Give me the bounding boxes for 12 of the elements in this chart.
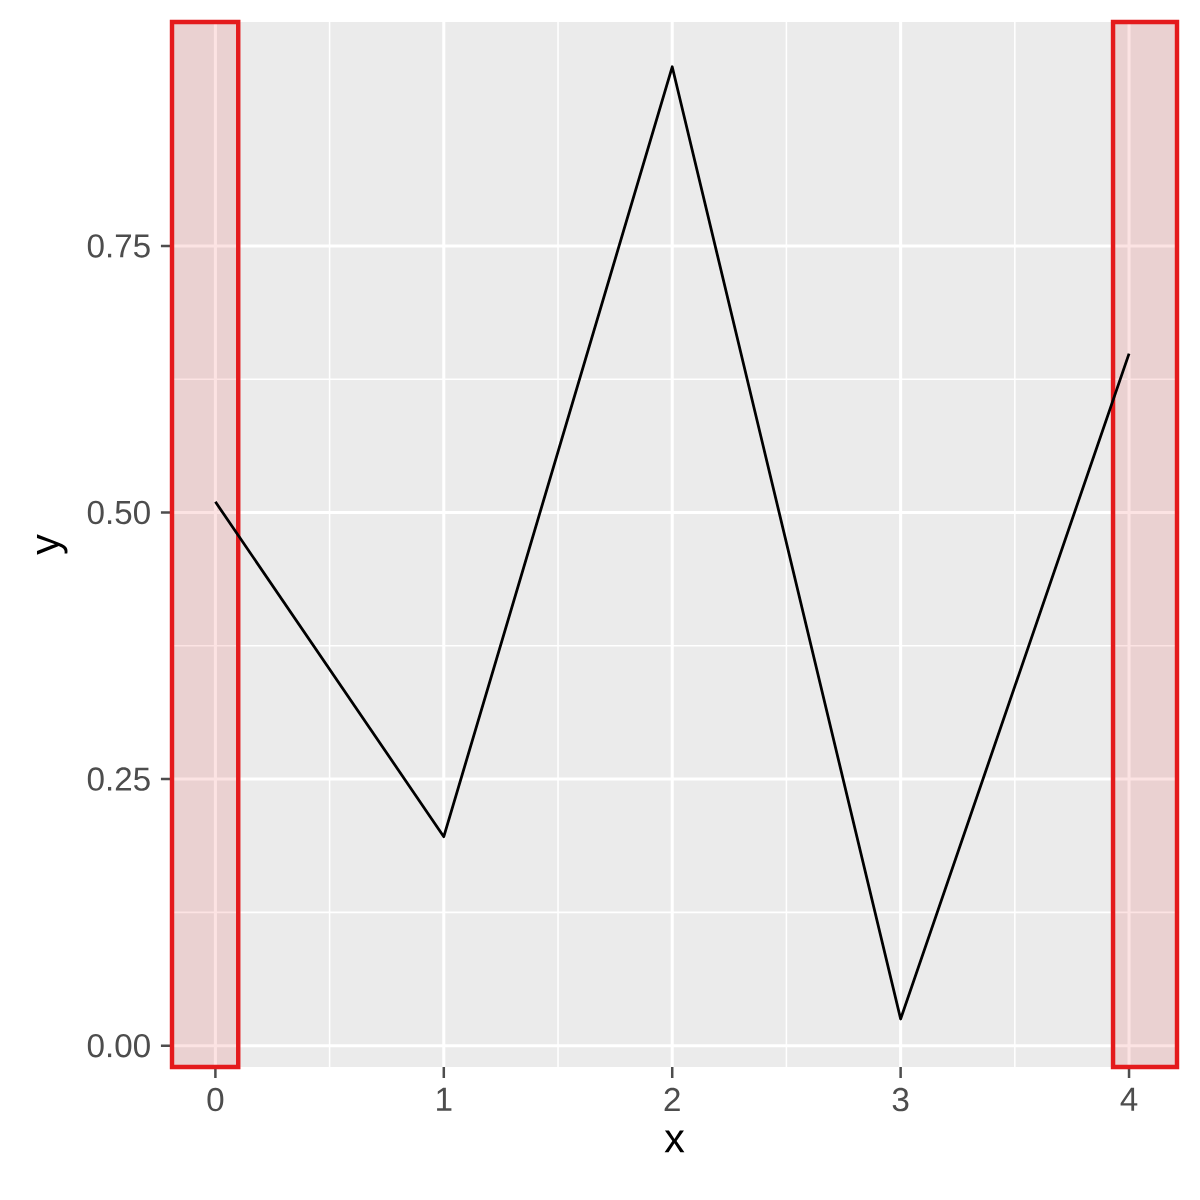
x-axis-title: x <box>664 1130 685 1153</box>
line-series <box>214 65 1131 1021</box>
x-tick-label: 4 <box>1120 1087 1138 1111</box>
x-tick-label: 2 <box>664 1087 680 1112</box>
x-tick-label: 3 <box>892 1087 909 1112</box>
y-tick-label: 0.00 <box>87 1033 150 1058</box>
x-tick-label: 0 <box>207 1087 224 1112</box>
x-tick-label: 1 <box>437 1087 452 1111</box>
y-tick-label: 0.50 <box>87 500 150 525</box>
y-tick-label: 0.75 <box>87 234 150 258</box>
y-axis-title: y <box>36 534 68 555</box>
y-tick-label: 0.25 <box>87 767 150 791</box>
